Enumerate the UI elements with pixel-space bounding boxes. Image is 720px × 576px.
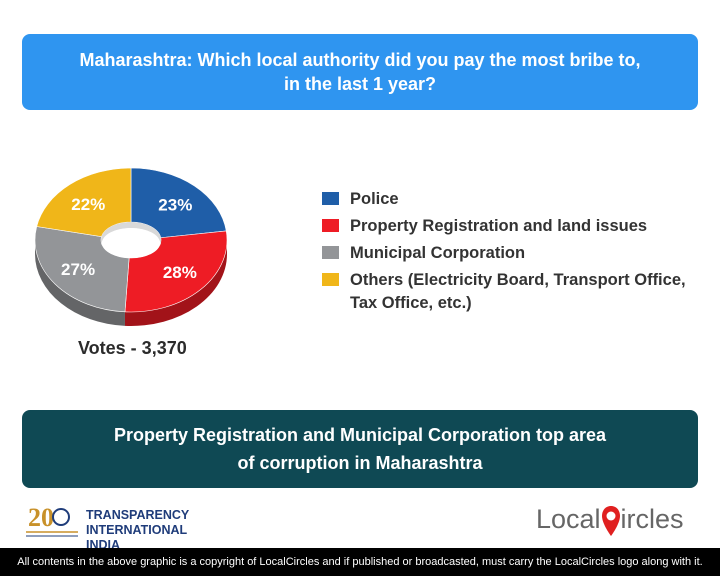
legend-item-others: Others (Electricity Board, Transport Off… bbox=[322, 269, 702, 315]
ti-line-1: TRANSPARENCY bbox=[86, 508, 190, 522]
data-label-municipal: 27% bbox=[61, 260, 95, 279]
transparency-international-logo: 20 TRANSPARENCY INTERNATIONAL INDIA bbox=[24, 500, 224, 552]
copyright-footer: All contents in the above graphic is a c… bbox=[0, 548, 720, 576]
legend-item-police: Police bbox=[322, 188, 702, 211]
legend-swatch-police bbox=[322, 192, 339, 205]
localcircles-logo: Local ircles bbox=[536, 498, 696, 540]
lc-wordmark-part-1: Local bbox=[536, 504, 601, 534]
summary-line-1: Property Registration and Municipal Corp… bbox=[113, 425, 607, 445]
legend-label-property: Property Registration and land issues bbox=[350, 217, 648, 235]
legend-label-others: Others (Electricity Board, Transport Off… bbox=[350, 271, 686, 312]
chart-legend: Police Property Registration and land is… bbox=[322, 188, 702, 319]
donut-hole-wall bbox=[101, 222, 161, 246]
legend-label-police: Police bbox=[350, 190, 399, 208]
title-line-2: in the last 1 year? bbox=[283, 74, 437, 94]
votes-count: Votes - 3,370 bbox=[78, 338, 187, 358]
ti-years-number: 20 bbox=[28, 503, 54, 532]
donut-hole bbox=[102, 228, 160, 258]
summary-line-2: of corruption in Maharashtra bbox=[237, 453, 483, 473]
title-line-1: Maharashtra: Which local authority did y… bbox=[79, 50, 641, 70]
donut-chart: 23% 28% 27% 22% bbox=[34, 167, 228, 326]
title-banner: Maharashtra: Which local authority did y… bbox=[22, 34, 698, 110]
legend-label-municipal: Municipal Corporation bbox=[350, 244, 526, 262]
ti-wordmark: TRANSPARENCY INTERNATIONAL INDIA bbox=[86, 508, 224, 553]
ti-20-years-icon: 20 bbox=[26, 503, 78, 537]
slice-side-property bbox=[124, 240, 227, 326]
summary-banner: Property Registration and Municipal Corp… bbox=[22, 410, 698, 488]
legend-item-municipal: Municipal Corporation bbox=[322, 242, 702, 265]
legend-swatch-municipal bbox=[322, 246, 339, 259]
legend-item-property: Property Registration and land issues bbox=[322, 215, 702, 238]
legend-swatch-property bbox=[322, 219, 339, 232]
data-label-others: 22% bbox=[71, 195, 105, 214]
data-label-police: 23% bbox=[158, 196, 192, 215]
data-label-property: 28% bbox=[163, 263, 197, 282]
lc-wordmark-part-2: ircles bbox=[620, 504, 684, 534]
location-pin-icon bbox=[601, 505, 620, 536]
slice-side-municipal bbox=[35, 240, 125, 326]
legend-swatch-others bbox=[322, 273, 339, 286]
